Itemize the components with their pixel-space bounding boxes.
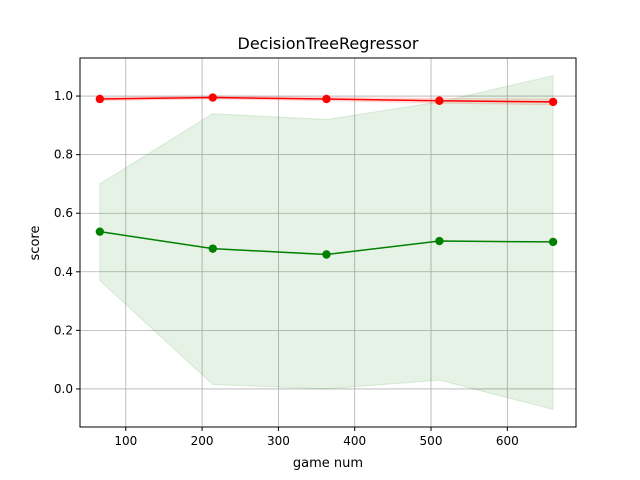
y-tick-label: 0.4 [54,265,73,279]
series-points [95,93,558,259]
x-tick-label: 100 [114,434,137,448]
y-tick-label: 1.0 [54,89,73,103]
x-tick-label: 300 [267,434,290,448]
y-tick-label: 0.0 [54,382,73,396]
series-1-point [322,94,331,104]
x-axis-ticks: 100 200 300 400 500 600 [114,427,519,448]
x-axis-label: game num [293,456,363,471]
y-tick-label: 0.6 [54,206,73,220]
x-tick-label: 200 [191,434,214,448]
series-2-point [95,227,105,236]
series-1-point [435,96,444,105]
series-2-point [322,250,331,259]
y-axis-ticks: 0.0 0.2 0.4 0.6 0.8 1.0 [54,89,80,396]
y-tick-label: 0.8 [54,148,73,162]
x-tick-label: 600 [496,434,519,448]
chart-title: DecisionTreeRegressor [238,34,419,53]
y-axis-label: score [28,226,43,261]
series-1-point [208,93,217,102]
x-tick-label: 500 [420,434,443,448]
series-2-point [548,237,558,247]
series-1-point [548,97,558,107]
series-2-point [435,236,444,246]
series-2-point [208,244,217,253]
y-tick-label: 0.2 [54,323,73,337]
plot-frame [79,57,577,428]
series-2-band [99,74,554,411]
series-1-point [95,94,105,104]
x-tick-label: 400 [343,434,366,448]
